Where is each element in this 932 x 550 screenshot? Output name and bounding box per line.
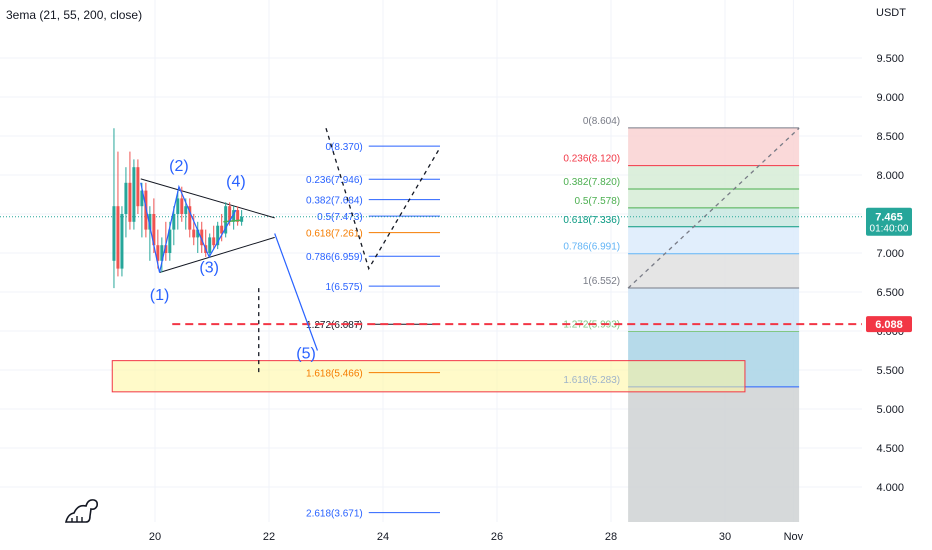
time-axis-tick: 26	[491, 531, 503, 543]
bar-countdown-label: 01:40:00	[870, 224, 909, 235]
candle-body	[176, 198, 180, 214]
price-axis-tick: 8.500	[876, 131, 904, 143]
candle-body	[196, 229, 200, 238]
wave-label: (3)	[199, 260, 219, 277]
price-axis-tick: 9.000	[876, 92, 904, 104]
candle-body	[180, 198, 184, 214]
candle-body	[232, 210, 236, 222]
indicator-legend[interactable]: 3ema (21, 55, 200, close)	[6, 8, 143, 22]
fib-mid-level-label: 2.618(3.671)	[306, 509, 363, 520]
wave-label: (2)	[169, 158, 189, 175]
time-axis-tick: 20	[149, 531, 161, 543]
time-axis-tick: 30	[719, 531, 731, 543]
fib-mid-level-label: 0.786(6.959)	[306, 252, 363, 263]
dashed-guide-line	[325, 128, 441, 271]
elliott-wave-path	[140, 182, 237, 273]
candle-body	[168, 229, 172, 253]
fib-right-level-label: 0.382(7.820)	[563, 177, 620, 188]
candle-body	[148, 214, 152, 230]
candle-body	[160, 245, 164, 261]
candle-body	[216, 225, 220, 246]
candle-body	[120, 214, 124, 269]
triangle-trendline	[140, 178, 275, 219]
wave-label: (1)	[150, 287, 170, 304]
fib-band	[628, 253, 800, 288]
price-axis-tick: 4.000	[876, 482, 904, 494]
fib-band	[628, 127, 800, 166]
fib-mid-level-label: 1.618(5.466)	[306, 369, 363, 380]
candle-body	[152, 214, 156, 246]
candle-body	[192, 229, 196, 238]
currency-unit: USDT	[876, 7, 906, 19]
price-axis-tick: 9.500	[876, 53, 904, 65]
fib-band	[628, 226, 800, 254]
fib-right-level-label: 0.618(7.336)	[563, 215, 620, 226]
fib-mid-level-label: 1.272(6.087)	[306, 320, 363, 331]
fib-right-level-label: 0(8.604)	[583, 116, 620, 127]
price-axis-tick: 8.000	[876, 170, 904, 182]
wave-5-projection	[274, 233, 319, 351]
price-axis-tick: 5.000	[876, 404, 904, 416]
candle-body	[156, 245, 160, 261]
price-axis-tick: 6.500	[876, 287, 904, 299]
dashed-guide-line	[627, 127, 800, 289]
candle-body	[184, 206, 188, 214]
fib-band	[628, 189, 800, 208]
current-price-tag[interactable]	[866, 207, 912, 236]
alert-price-tag[interactable]	[866, 316, 912, 333]
candle-body	[116, 206, 120, 269]
candle-body	[124, 182, 128, 214]
candle-body	[132, 167, 136, 222]
time-axis-tick: 28	[605, 531, 617, 543]
current-price-label: 7.465	[875, 212, 903, 224]
price-axis-tick: 7.000	[876, 248, 904, 260]
candle-body	[172, 214, 176, 230]
candle-body	[128, 182, 132, 222]
candle-body	[188, 206, 192, 230]
fib-mid-level-label: 0.5(7.473)	[317, 212, 363, 223]
candle-body	[200, 229, 204, 246]
candle-body	[220, 225, 224, 234]
wave-label: (4)	[226, 174, 246, 191]
time-axis-tick: 22	[263, 531, 275, 543]
fib-mid-level-label: 0.236(7.946)	[306, 175, 363, 186]
candle-body	[208, 237, 212, 253]
candle-body	[164, 245, 168, 253]
price-axis-tick: 4.500	[876, 443, 904, 455]
wave-label: (5)	[296, 345, 316, 362]
time-axis-tick: Nov	[784, 531, 804, 543]
triangle-trendline	[159, 236, 275, 273]
fib-mid-level-label: 0.618(7.261)	[306, 229, 363, 240]
fib-mid-level-label: 1(6.575)	[326, 282, 363, 293]
fib-band	[628, 207, 800, 227]
price-axis-tick: 5.500	[876, 365, 904, 377]
candle-body	[212, 237, 216, 246]
candle-body	[136, 167, 140, 207]
time-axis-tick: 24	[377, 531, 389, 543]
candle-body	[112, 206, 116, 261]
fib-right-level-label: 0.786(6.991)	[563, 242, 620, 253]
candle-body	[140, 190, 144, 207]
fib-right-level-label: 0.236(8.120)	[563, 154, 620, 165]
fib-right-level-label: 1(6.552)	[583, 276, 620, 287]
ema-line	[223, 219, 241, 223]
candle-body	[240, 216, 244, 222]
fib-band	[628, 386, 800, 522]
fib-right-level-label: 0.5(7.578)	[575, 196, 621, 207]
fib-mid-level-label: 0.382(7.684)	[306, 196, 363, 207]
target-zone-box[interactable]	[111, 360, 746, 393]
candle-body	[228, 206, 232, 222]
tradingview-logo-icon[interactable]	[64, 496, 102, 524]
candle-body	[236, 210, 240, 222]
alert-price-label: 6.088	[875, 319, 903, 331]
fib-mid-level-label: 0(8.370)	[326, 142, 363, 153]
fib-band	[628, 165, 800, 190]
candle-body	[224, 206, 228, 234]
